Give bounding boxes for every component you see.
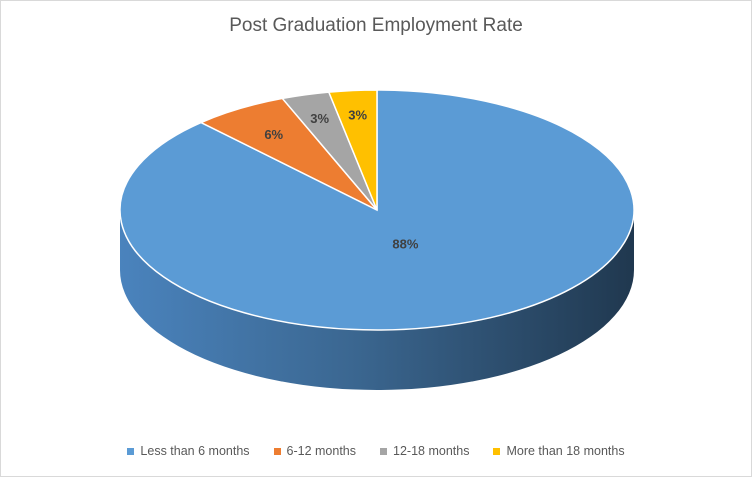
legend-item-12-18-months: 12-18 months (380, 444, 469, 458)
pie-data-labels: 88% 6% 3% 3% (264, 107, 419, 251)
pie-data-label: 88% (392, 236, 418, 251)
pie-slices (119, 89, 635, 331)
legend-swatch (273, 447, 281, 455)
legend-swatch (493, 447, 501, 455)
legend-label: More than 18 months (506, 444, 625, 458)
pie-side-wall (120, 210, 634, 390)
legend: Less than 6 months 6-12 months 12-18 mon… (1, 444, 751, 458)
legend-swatch (127, 447, 135, 455)
legend-label: 6-12 months (286, 444, 357, 458)
pie-data-label: 6% (264, 127, 283, 142)
pie-data-label: 3% (348, 107, 367, 122)
pie-side-wall-face (120, 210, 634, 390)
pie-slice-more-than-18-months (327, 89, 378, 211)
chart-title: Post Graduation Employment Rate (229, 15, 523, 36)
legend-item-more-than-18-months: More than 18 months (493, 444, 625, 458)
legend-item-6-12-months: 6-12 months (273, 444, 357, 458)
legend-label: 12-18 months (393, 444, 470, 458)
pie-data-label: 3% (310, 111, 329, 126)
pie-chart: 88% 6% 3% 3% (119, 89, 635, 390)
legend-label: Less than 6 months (140, 444, 250, 458)
legend-item-less-than-6-months: Less than 6 months (127, 444, 250, 458)
legend-swatch (380, 447, 388, 455)
